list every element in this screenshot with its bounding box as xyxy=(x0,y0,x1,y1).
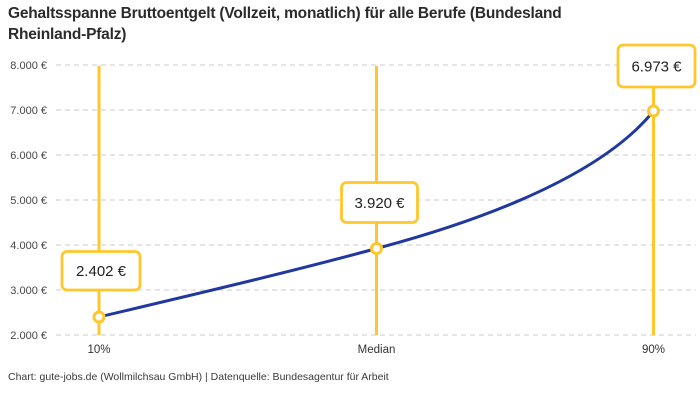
y-tick-label: 2.000 € xyxy=(10,330,47,342)
y-tick-label: 6.000 € xyxy=(10,150,47,162)
chart-title-line1: Gehaltsspanne Bruttoentgelt (Vollzeit, m… xyxy=(8,5,562,22)
chart-title-line2: Rheinland-Pfalz) xyxy=(8,26,127,43)
y-tick-label: 8.000 € xyxy=(10,60,47,72)
data-markers xyxy=(92,104,660,324)
value-label-90: 6.973 € xyxy=(631,59,682,76)
x-tick-label-median: Median xyxy=(358,344,396,356)
value-box-median xyxy=(340,181,419,224)
chart-title: Gehaltsspanne Bruttoentgelt (Vollzeit, m… xyxy=(8,3,562,45)
marker-90 xyxy=(647,104,660,118)
y-tick-label: 5.000 € xyxy=(10,195,47,207)
y-tick-label: 7.000 € xyxy=(10,105,47,117)
value-callouts: 2.402 € 3.920 € 6.973 € xyxy=(60,43,697,292)
y-tick-label: 3.000 € xyxy=(10,285,47,297)
y-tick-label: 4.000 € xyxy=(10,240,47,252)
chart-attribution: Chart: gute-jobs.de (Wollmilchsau GmbH) … xyxy=(8,371,389,383)
marker-10 xyxy=(92,310,106,324)
x-axis-labels: 10% Median 90% xyxy=(87,344,665,356)
x-tick-label-90: 90% xyxy=(642,344,665,356)
x-tick-label-10: 10% xyxy=(87,344,110,356)
y-axis-labels: 8.000 € 7.000 € 6.000 € 5.000 € 4.000 € … xyxy=(10,60,47,342)
marker-median xyxy=(370,242,383,255)
value-box-10 xyxy=(60,250,142,292)
value-label-10: 2.402 € xyxy=(76,263,127,280)
value-box-90 xyxy=(616,43,697,89)
value-label-median: 3.920 € xyxy=(354,195,405,212)
